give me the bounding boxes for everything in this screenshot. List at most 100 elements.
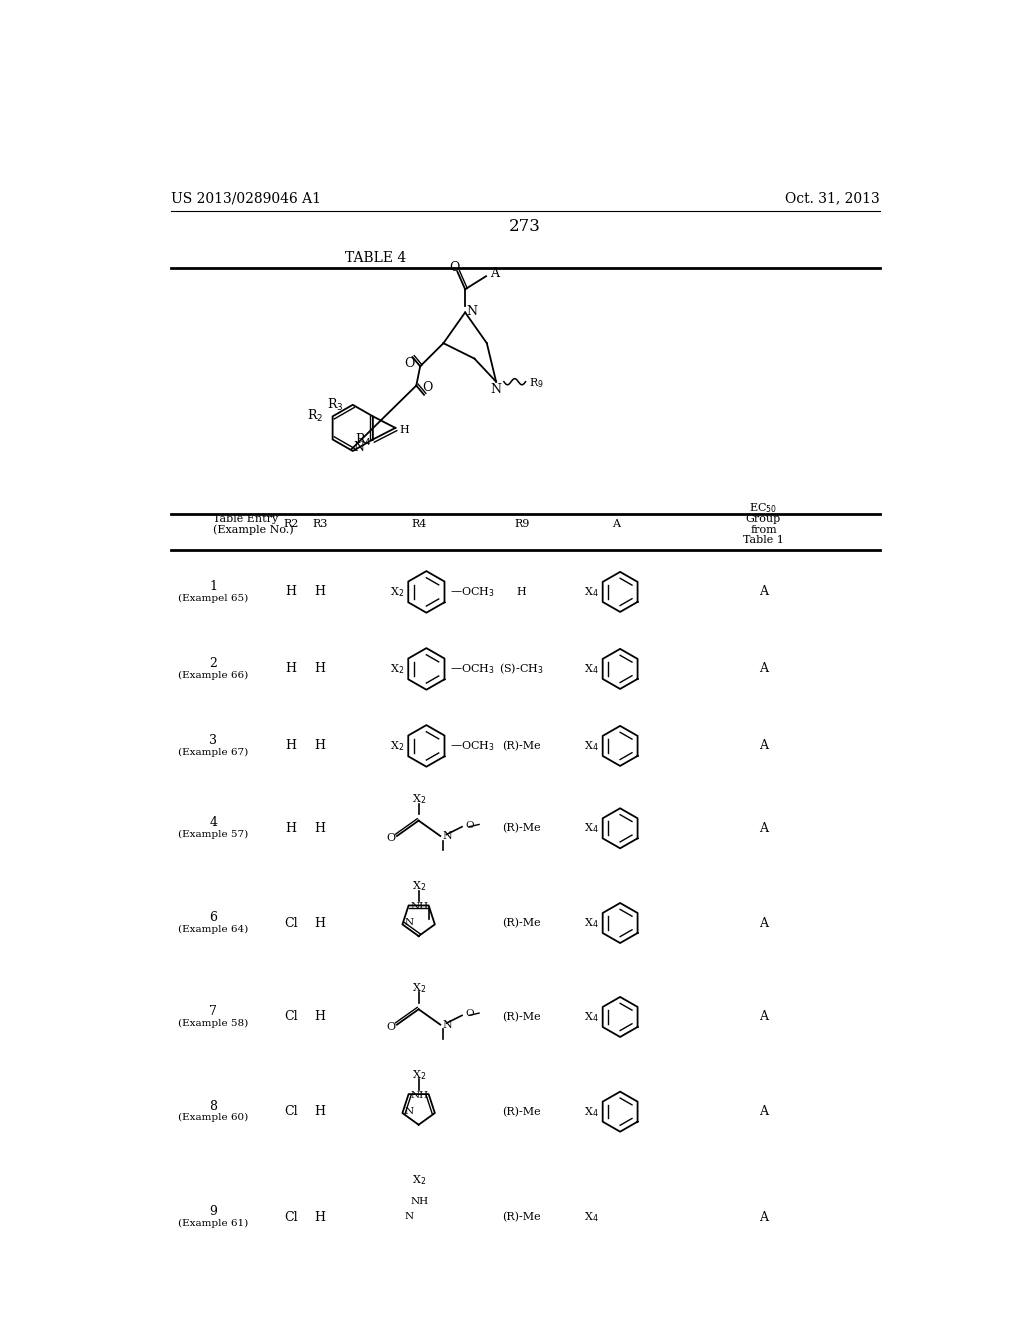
Text: H: H	[286, 585, 296, 598]
Text: X$_4$: X$_4$	[584, 1210, 598, 1224]
Text: N: N	[404, 1107, 414, 1115]
Text: —OCH$_3$: —OCH$_3$	[450, 739, 495, 752]
Text: X$_4$: X$_4$	[584, 739, 598, 752]
Text: O: O	[404, 356, 415, 370]
Text: H: H	[314, 663, 326, 676]
Text: Table Entry: Table Entry	[213, 513, 279, 524]
Text: O: O	[450, 261, 460, 275]
Text: H: H	[314, 1210, 326, 1224]
Text: N: N	[404, 919, 414, 928]
Text: X$_4$: X$_4$	[584, 1105, 598, 1118]
Text: A: A	[759, 1210, 768, 1224]
Text: X$_4$: X$_4$	[584, 1010, 598, 1024]
Text: H: H	[286, 822, 296, 834]
Text: NH: NH	[411, 1197, 429, 1205]
Text: X$_2$: X$_2$	[412, 792, 426, 807]
Text: H: H	[314, 739, 326, 752]
Text: (R)-Me: (R)-Me	[503, 1212, 541, 1222]
Text: 4: 4	[209, 816, 217, 829]
Text: (R)-Me: (R)-Me	[503, 741, 541, 751]
Text: X$_2$: X$_2$	[390, 585, 403, 599]
Text: (Example No.): (Example No.)	[213, 524, 294, 535]
Text: H: H	[286, 663, 296, 676]
Text: (Example 61): (Example 61)	[178, 1218, 249, 1228]
Text: H: H	[286, 739, 296, 752]
Text: 7: 7	[209, 1005, 217, 1018]
Text: A: A	[759, 916, 768, 929]
Text: —OCH$_3$: —OCH$_3$	[450, 585, 495, 599]
Text: TABLE 4: TABLE 4	[345, 252, 407, 265]
Text: Cl: Cl	[284, 1105, 298, 1118]
Text: (Example 60): (Example 60)	[178, 1113, 249, 1122]
Text: R4: R4	[411, 519, 426, 529]
Text: 273: 273	[509, 218, 541, 235]
Text: R3: R3	[312, 519, 328, 529]
Text: H: H	[314, 1010, 326, 1023]
Text: 6: 6	[209, 911, 217, 924]
Text: H: H	[399, 425, 409, 436]
Text: H: H	[314, 1105, 326, 1118]
Text: Cl: Cl	[284, 916, 298, 929]
Text: R$_4$: R$_4$	[354, 432, 371, 449]
Text: N: N	[442, 1019, 453, 1030]
Text: Cl: Cl	[284, 1010, 298, 1023]
Text: H: H	[314, 585, 326, 598]
Text: X$_4$: X$_4$	[584, 916, 598, 929]
Text: A: A	[759, 1105, 768, 1118]
Text: X$_4$: X$_4$	[584, 821, 598, 836]
Text: —OCH$_3$: —OCH$_3$	[450, 663, 495, 676]
Text: (S)-CH$_3$: (S)-CH$_3$	[500, 661, 544, 676]
Text: A: A	[612, 519, 621, 529]
Text: Group: Group	[745, 513, 781, 524]
Text: (R)-Me: (R)-Me	[503, 1106, 541, 1117]
Text: Oct. 31, 2013: Oct. 31, 2013	[785, 191, 880, 206]
Text: R9: R9	[514, 519, 529, 529]
Text: N: N	[353, 441, 365, 454]
Text: (R)-Me: (R)-Me	[503, 917, 541, 928]
Text: N: N	[404, 1213, 414, 1221]
Text: N: N	[490, 383, 502, 396]
Text: 2: 2	[209, 657, 217, 671]
Text: NH: NH	[411, 903, 429, 912]
Text: A: A	[759, 1010, 768, 1023]
Text: O: O	[386, 833, 395, 843]
Text: N: N	[442, 832, 453, 841]
Text: X$_2$: X$_2$	[412, 879, 426, 892]
Text: (R)-Me: (R)-Me	[503, 1012, 541, 1022]
Text: (R)-Me: (R)-Me	[503, 824, 541, 833]
Text: A: A	[759, 822, 768, 834]
Text: (Example 58): (Example 58)	[178, 1019, 249, 1028]
Text: US 2013/0289046 A1: US 2013/0289046 A1	[171, 191, 321, 206]
Text: 8: 8	[209, 1100, 217, 1113]
Text: (Example 67): (Example 67)	[178, 747, 249, 756]
Text: X$_4$: X$_4$	[584, 663, 598, 676]
Text: 1: 1	[209, 579, 217, 593]
Text: (Example 57): (Example 57)	[178, 830, 249, 840]
Text: EC$_{50}$: EC$_{50}$	[750, 502, 777, 515]
Text: R$_9$: R$_9$	[528, 376, 544, 391]
Text: H: H	[517, 587, 526, 597]
Text: O: O	[422, 380, 432, 393]
Text: (Example 66): (Example 66)	[178, 671, 249, 680]
Text: A: A	[759, 585, 768, 598]
Text: H: H	[314, 916, 326, 929]
Text: R$_3$: R$_3$	[327, 397, 343, 413]
Text: O: O	[465, 821, 474, 830]
Text: 9: 9	[209, 1205, 217, 1218]
Text: A: A	[759, 663, 768, 676]
Text: (Exampel 65): (Exampel 65)	[178, 594, 249, 603]
Text: R2: R2	[283, 519, 298, 529]
Text: O: O	[465, 1010, 474, 1018]
Text: X$_4$: X$_4$	[584, 585, 598, 599]
Text: from: from	[751, 524, 777, 535]
Text: A: A	[489, 268, 499, 280]
Text: (Example 64): (Example 64)	[178, 924, 249, 933]
Text: X$_2$: X$_2$	[412, 1173, 426, 1187]
Text: N: N	[467, 305, 477, 318]
Text: A: A	[759, 739, 768, 752]
Text: NH: NH	[411, 1092, 429, 1100]
Text: 3: 3	[209, 734, 217, 747]
Text: O: O	[386, 1022, 395, 1032]
Text: X$_2$: X$_2$	[412, 1068, 426, 1081]
Text: Table 1: Table 1	[743, 536, 784, 545]
